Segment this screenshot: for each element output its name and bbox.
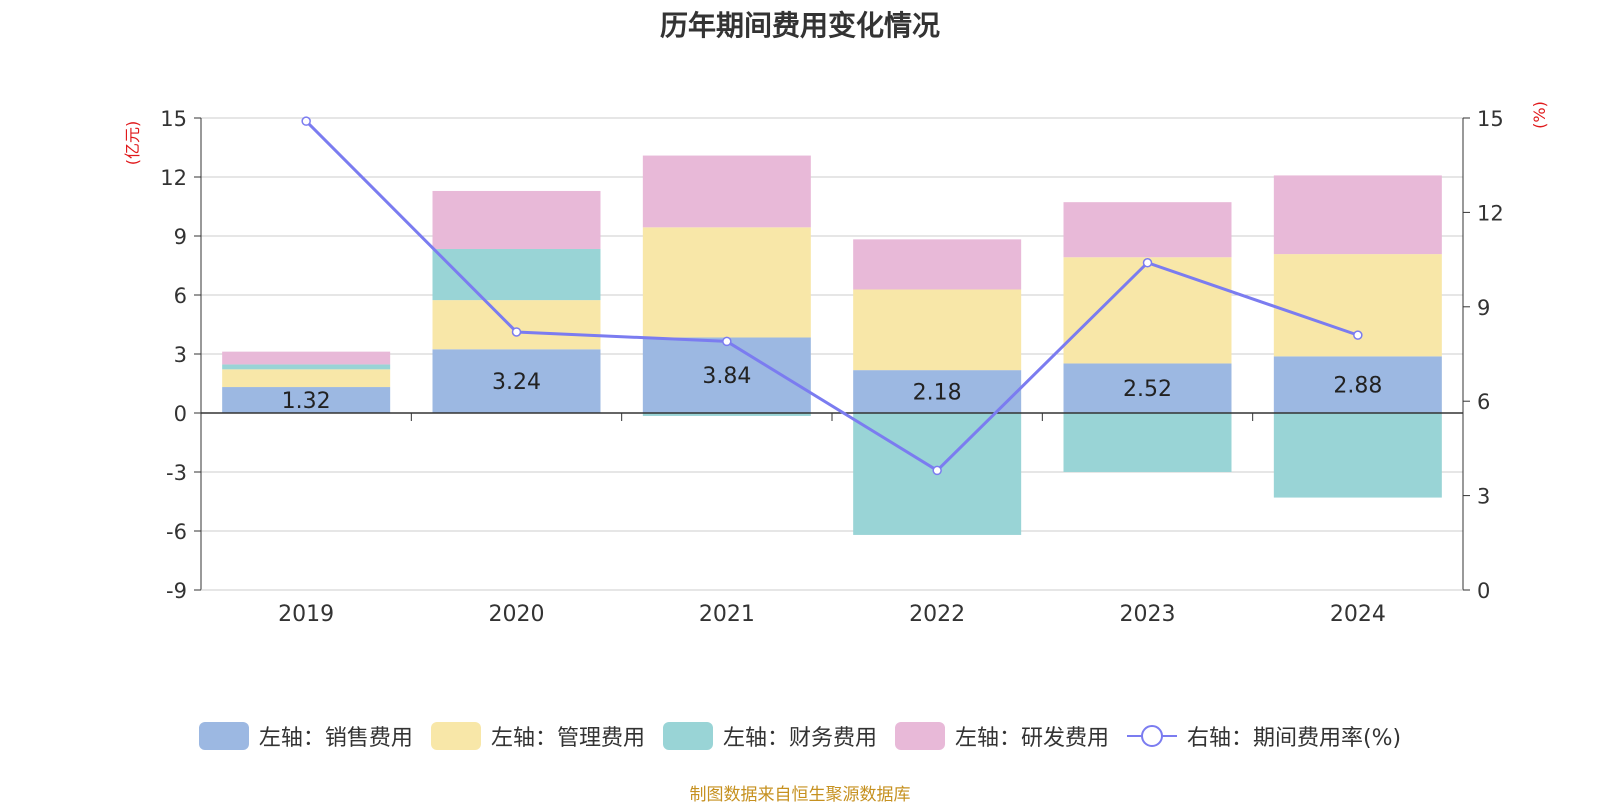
data-source-note: 制图数据来自恒生聚源数据库 [689, 785, 911, 805]
legend-swatch [1126, 725, 1177, 747]
bar-2024-series-0 [1273, 356, 1442, 413]
bar-2019-series-1 [222, 369, 391, 388]
data-labels: 1.32 3.24 3.84 2.18 2.52 2.88 [282, 364, 1383, 414]
category-label-2024: 2024 [1330, 602, 1386, 627]
category-label-2023: 2023 [1120, 602, 1176, 627]
bar-data-label: 2.18 [913, 381, 962, 406]
left-tick-label: 6 [174, 284, 187, 308]
legend-label: 左轴：管理费用 [490, 726, 645, 751]
legend-label: 左轴：销售费用 [258, 726, 413, 751]
bar-2020-series-1 [432, 300, 601, 350]
right-tick-label: 6 [1477, 390, 1490, 414]
bar-2023-series-2 [1063, 413, 1232, 472]
rate-point-2021 [722, 336, 732, 347]
rate-point-2023 [1142, 257, 1153, 268]
bar-2019-series-3 [222, 351, 391, 365]
legend-swatch [894, 722, 945, 750]
bar-2020-series-0 [432, 349, 601, 413]
legend-label: 右轴：期间费用率(%) [1186, 726, 1402, 751]
bar-2024-series-2 [1273, 413, 1442, 498]
right-tick-label: 12 [1477, 201, 1504, 225]
left-tick-label: -3 [166, 461, 187, 485]
bar-2021-series-1 [642, 227, 811, 338]
bar-data-label: 3.24 [492, 370, 541, 395]
bar-2019-series-2 [222, 364, 391, 370]
category-label-2022: 2022 [909, 602, 965, 627]
left-tick-label: 3 [174, 343, 187, 367]
legend-item-4[interactable]: 右轴：期间费用率(%) [1126, 720, 1402, 752]
bar-series [222, 155, 1442, 535]
chart-area: 15 12 9 6 3 0 -3 -6 -9 15 12 9 6 3 0 2019 2020 2021 2022 20… [123, 101, 1549, 627]
legend-item-2[interactable]: 左轴：财务费用 [662, 720, 877, 752]
left-tick-label: -9 [166, 579, 187, 603]
bar-2022-series-3 [853, 239, 1022, 290]
category-label-2021: 2021 [699, 602, 755, 627]
bar-data-label: 2.52 [1123, 377, 1172, 402]
legend: 左轴：销售费用 左轴：管理费用 左轴：财务费用 左轴：研发费用 右轴：期间费用率(%) [0, 720, 1600, 752]
left-tick-label: 0 [174, 402, 187, 426]
bar-2022-series-1 [853, 289, 1022, 371]
bar-2023-series-0 [1063, 363, 1232, 413]
left-axis-unit: (亿元) [123, 121, 142, 166]
chart-title: 历年期间费用变化情况 [659, 9, 940, 42]
right-axis-unit: (%) [1530, 101, 1549, 129]
axes: 15 12 9 6 3 0 -3 -6 -9 15 12 9 6 3 0 2019 2020 2021 2022 20… [160, 107, 1503, 627]
right-tick-label: 15 [1477, 107, 1504, 131]
bar-2020-series-3 [432, 190, 601, 249]
bar-2021-series-2 [642, 413, 811, 416]
bar-data-label: 3.84 [702, 364, 751, 389]
left-tick-label: 12 [160, 166, 187, 190]
left-tick-label: -6 [166, 520, 187, 544]
legend-item-3[interactable]: 左轴：研发费用 [894, 720, 1109, 752]
legend-label: 左轴：研发费用 [954, 726, 1109, 751]
right-tick-label: 3 [1477, 485, 1490, 509]
left-tick-label: 9 [174, 225, 187, 249]
right-tick-label: 9 [1477, 296, 1490, 320]
bar-2024-series-3 [1273, 175, 1442, 255]
legend-label: 左轴：财务费用 [722, 726, 877, 751]
legend-swatch [430, 722, 481, 750]
rate-point-2022 [932, 465, 942, 476]
bar-2023-series-3 [1063, 202, 1232, 258]
category-label-2019: 2019 [278, 602, 334, 627]
right-tick-label: 0 [1477, 579, 1490, 603]
rate-point-2019 [301, 116, 311, 126]
bar-2022-series-0 [853, 370, 1022, 413]
bar-data-label: 1.32 [282, 389, 331, 414]
legend-swatch [662, 722, 713, 750]
legend-swatch [198, 722, 249, 750]
legend-item-1[interactable]: 左轴：管理费用 [430, 720, 645, 752]
legend-item-0[interactable]: 左轴：销售费用 [198, 720, 413, 752]
left-tick-label: 15 [160, 107, 187, 131]
rate-line-series [301, 116, 1363, 476]
gridlines [201, 117, 1463, 591]
rate-line [305, 120, 1359, 473]
category-label-2020: 2020 [489, 602, 545, 627]
rate-point-2024 [1353, 330, 1363, 340]
bar-2021-series-3 [642, 155, 811, 228]
bar-2024-series-1 [1273, 254, 1442, 357]
bar-2023-series-1 [1063, 257, 1232, 364]
bar-2019-series-0 [222, 387, 391, 413]
bar-data-label: 2.88 [1333, 374, 1382, 399]
rate-point-2020 [511, 327, 522, 337]
